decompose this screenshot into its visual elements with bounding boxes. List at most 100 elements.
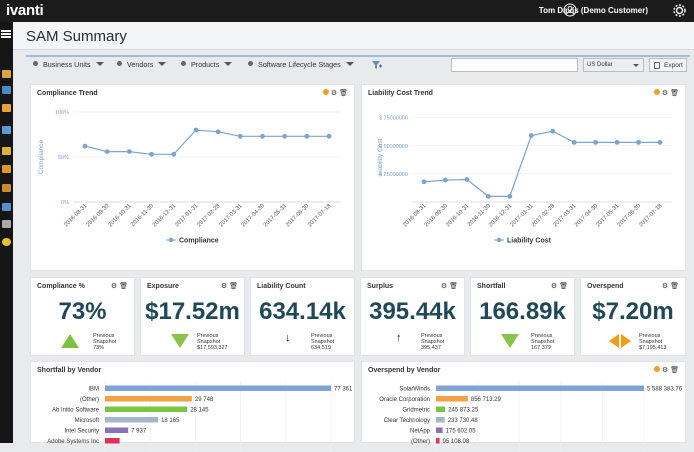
trash-icon[interactable]: 🗑 <box>229 283 238 290</box>
trash-icon[interactable]: 🗑 <box>670 367 679 374</box>
chevron-down-icon <box>95 62 104 66</box>
tools-icon[interactable] <box>2 220 11 228</box>
category-label: (Other) <box>80 397 99 403</box>
x-tick-label: 2016-10-31 <box>108 203 133 228</box>
prev-value: 634,519 <box>311 345 331 351</box>
trash-icon[interactable]: 🗑 <box>559 283 568 290</box>
overspend-by-vendor-chart: SolarWinds 5 588 383.76 Oracle Corporation… <box>379 382 683 452</box>
trend-flat-icon <box>609 334 631 348</box>
y-tick-label: $ 25000000 <box>379 172 408 178</box>
gear-icon[interactable]: ⚙ <box>661 283 669 290</box>
x-tick-label: 2017-07-18 <box>307 203 332 228</box>
ivanti-logo[interactable]: ivanti <box>6 2 44 19</box>
arrow-down-icon: ↓ <box>285 332 291 344</box>
kpi-title: Surplus <box>367 283 394 290</box>
category-label: Gridmetric <box>402 407 430 413</box>
monitor-icon[interactable] <box>2 86 11 94</box>
filter-label: Vendors <box>127 60 154 69</box>
currency-value: US Dollar <box>587 62 613 68</box>
kpi-title: Exposure <box>147 283 179 290</box>
previous-snapshot: Previous Snapshot 73% <box>93 333 123 351</box>
trash-icon[interactable]: 🗑 <box>449 283 458 290</box>
top-bar: ivanti Tom Davis (Demo Customer) <box>0 0 694 22</box>
dashboard-icon[interactable] <box>2 70 11 78</box>
data-label: 175 602.05 <box>446 428 477 434</box>
data-label: 856 713.29 <box>471 397 502 403</box>
ring-icon[interactable] <box>2 238 11 246</box>
y-tick-label: 50% <box>58 155 69 161</box>
data-point <box>550 128 556 134</box>
info-icon[interactable] <box>653 366 660 372</box>
panel-title: Shortfall by Vendor <box>37 367 102 374</box>
filter-bar: Business Units Vendors Products Software… <box>26 55 690 75</box>
overspend-by-vendor-panel: Overspend by Vendor ⚙ 🗑 SolarWinds 5 588 … <box>361 361 686 452</box>
panel-icons: ⚙ 🗑 <box>221 282 238 290</box>
category-label: (Other) <box>411 439 430 445</box>
kpi-surplus: Surplus ⚙ 🗑 395.44k ↑ Previous Snapshot 3… <box>360 277 465 356</box>
chevron-down-icon <box>224 62 233 66</box>
bikes-icon[interactable] <box>2 184 11 192</box>
previous-snapshot: Previous Snapshot 634,519 <box>311 333 341 351</box>
bar <box>436 427 443 433</box>
data-point <box>528 133 534 139</box>
data-point <box>126 149 132 154</box>
kpi-value: 166.89k <box>479 298 566 325</box>
settings-gear-icon[interactable] <box>672 3 687 18</box>
panel-icons: ⚙ 🗑 <box>653 89 679 97</box>
user-icon[interactable] <box>563 3 577 17</box>
export-button[interactable]: Export <box>649 58 687 72</box>
data-point <box>421 179 427 185</box>
data-point <box>636 139 641 145</box>
filter-business-units[interactable]: Business Units <box>33 60 104 69</box>
gear-icon[interactable]: ⚙ <box>661 367 669 374</box>
data-point <box>593 139 599 145</box>
data-label: 18 165 <box>161 418 180 424</box>
factory-icon[interactable] <box>2 104 11 112</box>
gear-icon[interactable]: ⚙ <box>440 283 448 290</box>
prev-label: Previous Snapshot <box>93 333 117 345</box>
currency-select[interactable]: US Dollar <box>583 58 644 72</box>
info-icon[interactable] <box>322 89 329 95</box>
gear-icon[interactable]: ⚙ <box>550 283 558 290</box>
chevron-down-icon <box>158 62 167 66</box>
compliance-trend-chart: 100%50%0%Compliance2016-08-312016-09-302… <box>38 110 341 245</box>
filter-dot-icon <box>117 61 122 66</box>
gear-icon[interactable]: ⚙ <box>110 283 118 290</box>
trash-icon[interactable]: 🗑 <box>339 90 348 97</box>
filter-vendors[interactable]: Vendors <box>117 60 167 69</box>
user-name[interactable]: Tom Davis (Demo Customer) <box>538 6 648 15</box>
kpi-shortfall: Shortfall ⚙ 🗑 166.89k Previous Snapshot 1… <box>470 277 575 356</box>
bar <box>436 385 644 391</box>
category-label: Adobe Systems Inc <box>47 439 99 445</box>
trend-up-icon <box>61 334 79 348</box>
search-input[interactable] <box>451 58 578 72</box>
gear-icon[interactable]: ⚙ <box>220 283 228 290</box>
filter-refresh-icon[interactable] <box>371 59 383 71</box>
chart-icon[interactable] <box>2 203 11 211</box>
gear-icon[interactable]: ⚙ <box>330 90 338 97</box>
trucks-icon[interactable] <box>2 165 11 173</box>
data-point <box>443 177 448 183</box>
series-line <box>84 129 329 155</box>
y-tick-label: 0% <box>61 200 69 206</box>
kpi-title: Liability Count <box>257 283 306 290</box>
previous-snapshot: Previous Snapshot 167,379 <box>531 333 561 351</box>
bar <box>105 427 129 433</box>
trash-icon[interactable]: 🗑 <box>670 90 679 97</box>
info-icon[interactable] <box>653 89 660 95</box>
filter-products[interactable]: Products <box>181 60 233 69</box>
liability-cost-trend-chart: $ 75000000$ 50000000$ 25000000Liability … <box>377 116 672 245</box>
trash-icon[interactable]: 🗑 <box>119 283 128 290</box>
filter-lifecycle-stages[interactable]: Software Lifecycle Stages <box>248 60 354 69</box>
data-point <box>171 151 177 157</box>
trash-icon[interactable]: 🗑 <box>670 283 679 290</box>
menu-icon[interactable] <box>1 30 11 38</box>
data-point <box>326 133 332 139</box>
gear-icon[interactable]: ⚙ <box>661 90 669 97</box>
y-tick-label: $ 50000000 <box>379 144 408 150</box>
y-tick-label: $ 75000000 <box>379 116 408 122</box>
scales-icon[interactable] <box>2 147 11 155</box>
kpi-liability-count: Liability Count 634.14k ↓ Previous Snaps… <box>250 277 355 356</box>
kpi-value: 73% <box>58 298 107 325</box>
document-icon[interactable] <box>2 126 11 134</box>
